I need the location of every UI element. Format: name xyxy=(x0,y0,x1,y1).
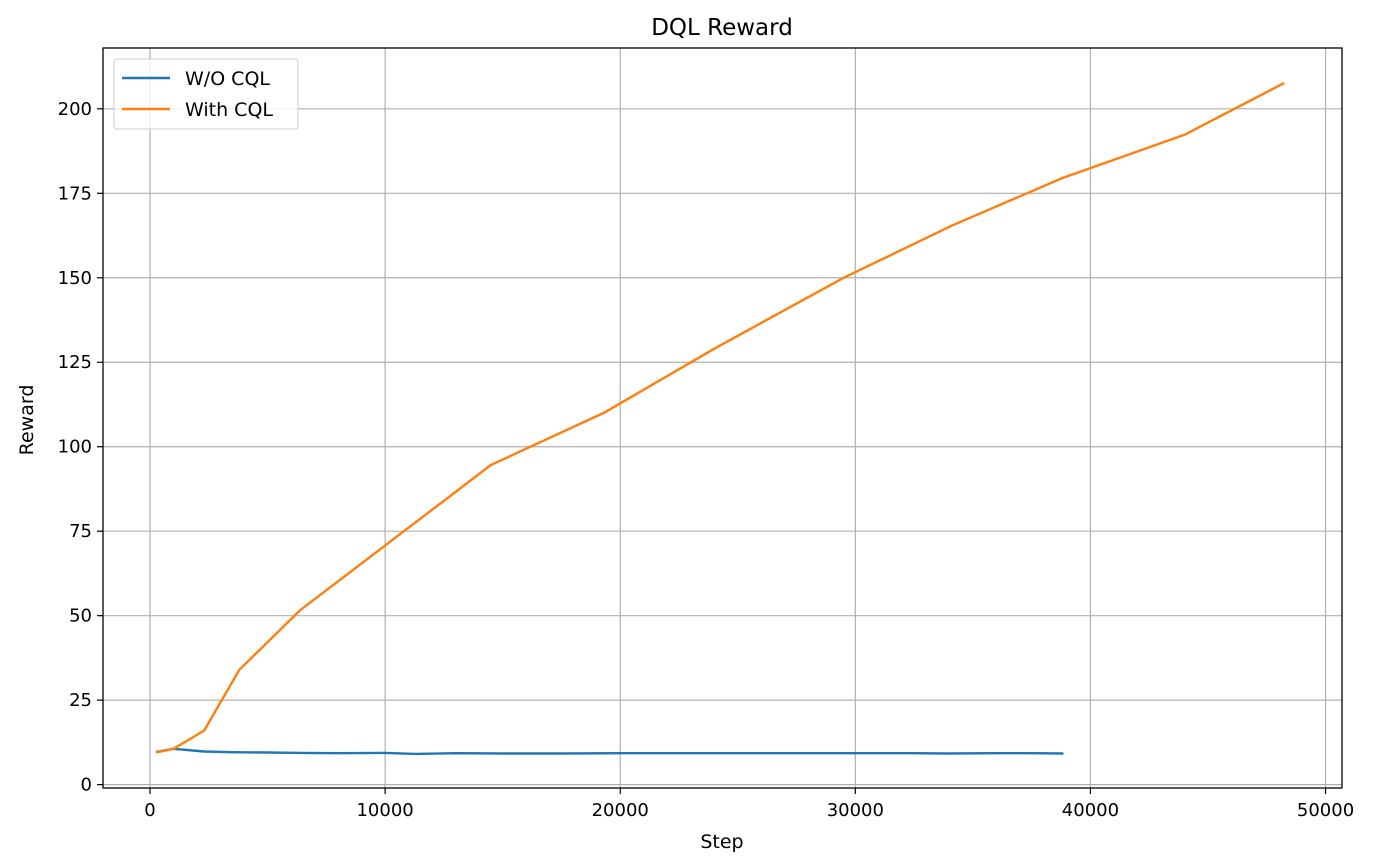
x-tick-label: 50000 xyxy=(1297,800,1354,821)
legend: W/O CQL With CQL xyxy=(113,58,299,130)
series-line-with-cql xyxy=(155,81,1285,754)
y-tick-label: 200 xyxy=(58,99,92,120)
series-lines xyxy=(155,81,1285,756)
y-tick-label: 75 xyxy=(69,521,92,542)
legend-label-wo-cql: W/O CQL xyxy=(185,68,270,90)
x-tick-label: 30000 xyxy=(827,800,884,821)
x-tick-label: 20000 xyxy=(592,800,649,821)
grid-lines xyxy=(103,48,1342,788)
y-tick-label: 50 xyxy=(69,606,92,627)
y-axis-ticks: 0 25 50 75 100 125 150 175 200 xyxy=(58,99,103,796)
x-axis-ticks: 0 10000 20000 30000 40000 50000 xyxy=(144,788,1354,821)
series-line-w-o-cql xyxy=(155,747,1064,756)
x-tick-label: 40000 xyxy=(1062,800,1119,821)
x-tick-label: 0 xyxy=(144,800,155,821)
y-tick-label: 25 xyxy=(69,690,92,711)
legend-box xyxy=(113,58,299,130)
chart-title: DQL Reward xyxy=(651,15,793,41)
y-tick-label: 100 xyxy=(58,437,92,458)
legend-label-with-cql: With CQL xyxy=(185,99,273,121)
y-tick-label: 175 xyxy=(58,183,92,204)
plot-frame xyxy=(102,47,1343,789)
y-tick-label: 150 xyxy=(58,268,92,289)
x-tick-label: 10000 xyxy=(356,800,413,821)
y-tick-label: 0 xyxy=(81,775,92,796)
x-axis-label: Step xyxy=(700,831,743,853)
y-axis-label: Reward xyxy=(16,385,38,456)
y-tick-label: 125 xyxy=(58,352,92,373)
